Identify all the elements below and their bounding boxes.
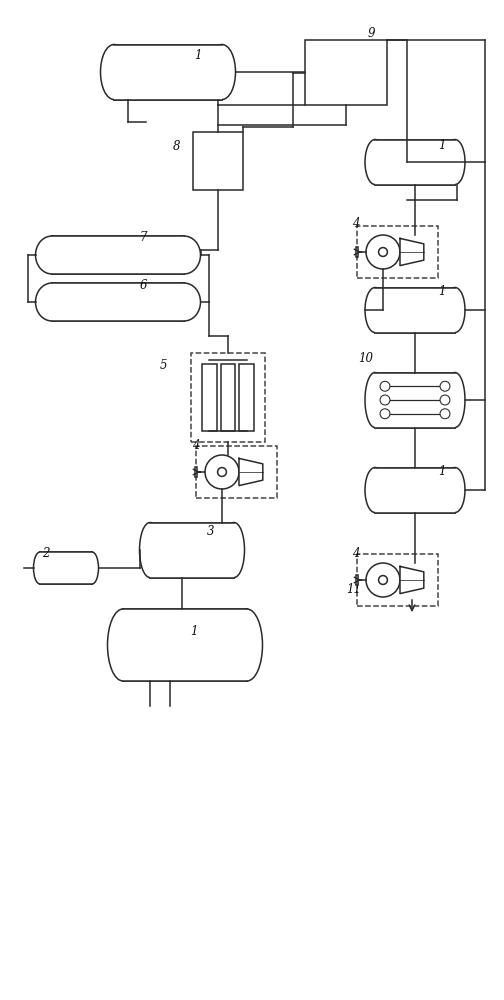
Bar [375, 372, 455, 428]
Bar [221, 363, 235, 430]
Ellipse shape [445, 288, 465, 332]
Bar [123, 609, 247, 681]
Circle shape [440, 409, 450, 419]
Text: 6: 6 [140, 279, 148, 292]
Polygon shape [239, 458, 263, 486]
Text: 7: 7 [140, 231, 148, 244]
Ellipse shape [445, 372, 465, 428]
Circle shape [218, 468, 226, 476]
Ellipse shape [231, 609, 263, 681]
Text: 5: 5 [160, 359, 167, 372]
Bar [375, 468, 455, 512]
Ellipse shape [365, 372, 385, 428]
Ellipse shape [223, 522, 244, 578]
Bar [191, 353, 265, 442]
Bar [239, 363, 254, 430]
Bar [195, 467, 198, 477]
Ellipse shape [140, 522, 160, 578]
Polygon shape [400, 238, 424, 266]
Bar [375, 372, 455, 428]
Bar [375, 288, 455, 332]
Text: 3: 3 [207, 525, 215, 538]
Bar [356, 247, 358, 257]
Circle shape [366, 563, 400, 597]
Bar [114, 44, 222, 100]
Bar [40, 552, 92, 584]
Text: 9: 9 [368, 27, 375, 40]
Bar [193, 132, 243, 190]
Bar [114, 44, 222, 100]
Ellipse shape [107, 609, 139, 681]
Bar [150, 522, 234, 578]
Ellipse shape [445, 468, 465, 512]
Circle shape [440, 395, 450, 405]
Ellipse shape [35, 283, 69, 321]
Text: 1: 1 [194, 49, 202, 62]
Bar [150, 522, 234, 578]
Bar [52, 236, 184, 274]
Bar [375, 139, 455, 184]
Text: 8: 8 [173, 140, 180, 153]
Ellipse shape [365, 288, 385, 332]
Text: 4: 4 [352, 217, 359, 230]
Text: 1: 1 [438, 465, 446, 478]
Ellipse shape [209, 44, 235, 100]
Bar [375, 468, 455, 512]
Bar [357, 554, 438, 606]
Bar [123, 609, 247, 681]
Text: 10: 10 [358, 352, 373, 365]
Ellipse shape [167, 283, 201, 321]
Circle shape [380, 395, 390, 405]
Polygon shape [400, 566, 424, 594]
Bar [202, 363, 217, 430]
Ellipse shape [445, 139, 465, 184]
Text: 11: 11 [346, 583, 361, 596]
Bar [305, 40, 387, 105]
Text: 4: 4 [192, 439, 200, 452]
Ellipse shape [167, 236, 201, 274]
Bar [356, 575, 358, 585]
Ellipse shape [365, 139, 385, 184]
Bar [40, 552, 92, 584]
Circle shape [380, 409, 390, 419]
Text: 1: 1 [190, 625, 198, 638]
Bar [52, 283, 184, 321]
Ellipse shape [86, 552, 98, 584]
Circle shape [380, 381, 390, 391]
Ellipse shape [35, 236, 69, 274]
Text: 4: 4 [352, 547, 359, 560]
Bar [375, 288, 455, 332]
Bar [196, 446, 277, 498]
Ellipse shape [365, 468, 385, 512]
Text: 2: 2 [42, 547, 49, 560]
Bar [52, 236, 184, 274]
Circle shape [440, 381, 450, 391]
Ellipse shape [100, 44, 128, 100]
Bar [52, 283, 184, 321]
Text: 1: 1 [438, 285, 446, 298]
Text: 1: 1 [438, 139, 446, 152]
Ellipse shape [33, 552, 46, 584]
Circle shape [379, 248, 388, 256]
Circle shape [379, 576, 388, 584]
Circle shape [366, 235, 400, 269]
Bar [375, 139, 455, 184]
Bar [357, 226, 438, 278]
Circle shape [205, 455, 239, 489]
